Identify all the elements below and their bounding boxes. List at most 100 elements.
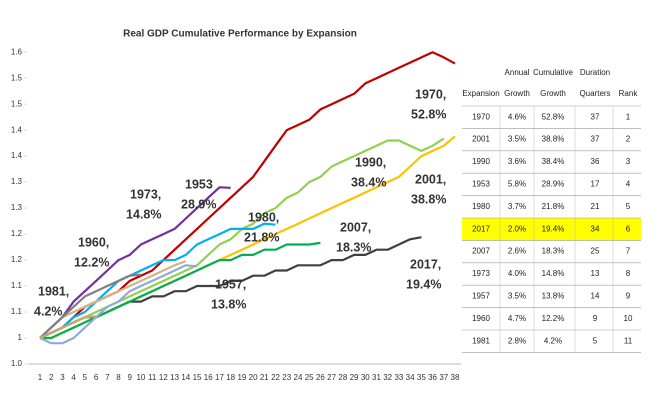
x-tick-label: 10 [136, 373, 145, 382]
series-line [39, 273, 142, 339]
table-cell: 1960 [472, 314, 490, 323]
table-cell: 2.6% [508, 247, 526, 256]
annotation-value: 19.4% [406, 277, 441, 291]
table-cell: 3.5% [508, 292, 526, 301]
x-tick-label: 15 [193, 373, 202, 382]
table-cell: 4.0% [508, 269, 526, 278]
annotation-name: 1960, [78, 235, 109, 249]
chart-title: Real GDP Cumulative Performance by Expan… [123, 29, 357, 40]
x-tick-label: 33 [394, 373, 403, 382]
x-tick-label: 31 [372, 373, 381, 382]
y-tick-label: 1.2 [11, 255, 23, 264]
table-cell: 1 [626, 112, 631, 121]
annotation-value: 13.8% [211, 297, 246, 311]
series-line [39, 186, 231, 339]
x-tick-label: 12 [159, 373, 168, 382]
table-cell: 4.2% [544, 336, 562, 345]
table-header: Cumulative [533, 68, 574, 77]
x-tick-label: 34 [406, 373, 415, 382]
annotation-name: 2007, [340, 220, 371, 234]
table-cell: 7 [626, 247, 631, 256]
x-tick-label: 24 [294, 373, 303, 382]
table-cell: 3.5% [508, 135, 526, 144]
annotation-name: 2001, [415, 172, 446, 186]
table-cell: 1980 [472, 202, 490, 211]
series-line [39, 264, 198, 345]
table-cell: 25 [591, 247, 600, 256]
table-header: Quarters [579, 89, 610, 98]
table-cell: 1953 [472, 180, 490, 189]
row-highlight [462, 218, 641, 241]
annotation-value: 4.2% [34, 304, 63, 318]
table-cell: 1970 [472, 112, 490, 121]
table-cell: 12.2% [542, 314, 565, 323]
y-tick-label: 1 [18, 333, 23, 342]
table-cell: 8 [626, 269, 631, 278]
annotation-name: 1990, [355, 155, 386, 169]
x-tick-label: 8 [116, 373, 121, 382]
table-header: Expansion [462, 89, 499, 98]
table-cell: 34 [591, 224, 600, 233]
series-line [39, 222, 276, 339]
table-cell: 6 [626, 224, 631, 233]
annotation-value: 14.8% [126, 207, 161, 221]
x-tick-label: 21 [260, 373, 269, 382]
x-tick-label: 13 [170, 373, 179, 382]
table-cell: 3 [626, 157, 631, 166]
table-cell: 5.8% [508, 180, 526, 189]
table-cell: 1973 [472, 269, 490, 278]
table-cell: 38.4% [542, 157, 565, 166]
table-cell: 9 [626, 292, 631, 301]
annotation-value: 52.8% [411, 107, 446, 121]
annotation-name: 2017, [410, 257, 441, 271]
table-cell: 13.8% [542, 292, 565, 301]
annotation-name: 1981, [38, 284, 69, 298]
table-cell: 18.3% [542, 247, 565, 256]
annotation-value: 21.8% [244, 230, 279, 244]
x-tick-label: 35 [417, 373, 426, 382]
table-cell: 2.0% [508, 224, 526, 233]
x-tick-label: 27 [327, 373, 336, 382]
table-header: Rank [619, 89, 639, 98]
table-cell: 2.8% [508, 336, 526, 345]
table-cell: 11 [624, 336, 633, 345]
table-cell: 17 [591, 180, 600, 189]
x-tick-label: 23 [282, 373, 291, 382]
table-cell: 9 [593, 314, 598, 323]
x-tick-label: 6 [94, 373, 99, 382]
y-tick-label: 1.3 [11, 177, 23, 186]
series-line [39, 260, 187, 339]
table-cell: 28.9% [542, 180, 565, 189]
table-cell: 52.8% [542, 112, 565, 121]
annotation-name: 1973, [130, 187, 161, 201]
annotation-name: 1957, [215, 277, 246, 291]
y-tick-label: 1.6 [11, 47, 23, 56]
table-cell: 3.6% [508, 157, 526, 166]
x-tick-label: 29 [350, 373, 359, 382]
x-tick-label: 16 [204, 373, 213, 382]
table-cell: 5 [593, 336, 598, 345]
series-line [40, 241, 321, 340]
table-cell: 14.8% [542, 269, 565, 278]
table-header: Growth [540, 89, 566, 98]
table-cell: 4.6% [508, 112, 526, 121]
x-tick-label: 37 [439, 373, 448, 382]
table-cell: 5 [626, 202, 631, 211]
table-cell: 21 [591, 202, 600, 211]
table-cell: 1990 [472, 157, 490, 166]
x-tick-label: 30 [361, 373, 370, 382]
y-tick-label: 1.1 [11, 307, 23, 316]
table-cell: 2007 [472, 247, 490, 256]
x-tick-label: 26 [316, 373, 325, 382]
table-cell: 4.7% [508, 314, 526, 323]
table-cell: 3.7% [508, 202, 526, 211]
x-tick-label: 25 [305, 373, 314, 382]
x-tick-label: 7 [105, 373, 110, 382]
y-tick-label: 1.5 [11, 99, 23, 108]
table-cell: 10 [624, 314, 633, 323]
y-tick-label: 1.4 [11, 151, 23, 160]
x-tick-label: 38 [451, 373, 460, 382]
table-cell: 2001 [472, 135, 490, 144]
x-tick-label: 18 [226, 373, 235, 382]
